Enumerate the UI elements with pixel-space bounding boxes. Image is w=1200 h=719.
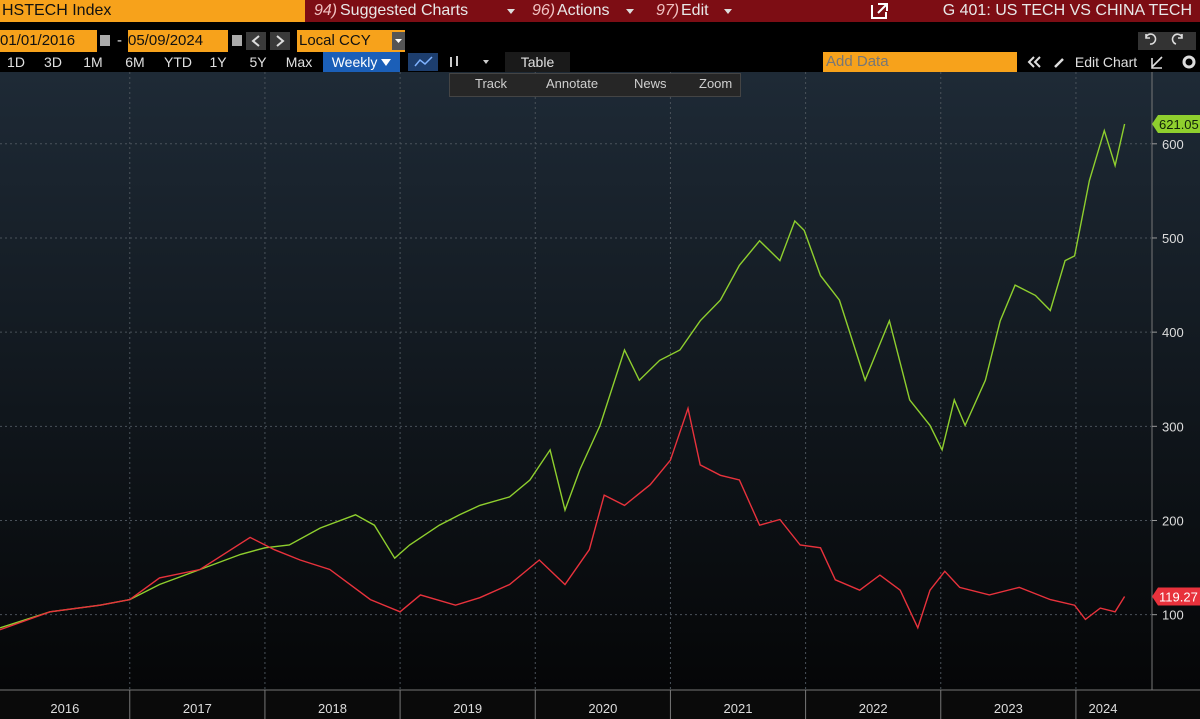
menu-num[interactable]: 94) (314, 2, 338, 19)
y-tick-label: 200 (1162, 513, 1184, 528)
y-tick-label: 500 (1162, 231, 1184, 246)
dropdown-arrow (381, 59, 392, 66)
x-tick-label: 2022 (859, 701, 888, 716)
next-button[interactable] (270, 32, 290, 50)
period-button[interactable]: 5Y (249, 54, 267, 70)
menu-num[interactable]: 97) (656, 2, 680, 19)
bar-chart-button[interactable] (450, 56, 458, 67)
x-tick-label: 2017 (183, 701, 212, 716)
edit-icon[interactable] (1151, 56, 1163, 69)
y-tick-label: 400 (1162, 325, 1184, 340)
frequency-label[interactable]: Weekly (331, 54, 378, 70)
menu-item[interactable]: Suggested Charts (340, 2, 469, 19)
period-button[interactable]: YTD (164, 54, 192, 70)
menu-icons (507, 3, 888, 19)
chart: 100 200 300 400 500 600 2016 2017 2018 2019 2020 20… (0, 72, 1200, 719)
edit-icons (1027, 55, 1196, 69)
x-tick-label: 2019 (453, 701, 482, 716)
collapse-icon[interactable] (1027, 56, 1041, 68)
x-axis-strip (0, 690, 1200, 719)
pencil-icon (1054, 58, 1064, 68)
x-tick-label: 2021 (724, 701, 753, 716)
period-button[interactable]: 1M (83, 54, 103, 70)
last-value-label: 119.27 (1159, 590, 1198, 605)
x-tick-label: 2016 (50, 701, 79, 716)
end-date[interactable]: 05/09/2024 (128, 30, 228, 52)
add-data[interactable]: Add Data (823, 52, 1017, 72)
last-value-tag (1152, 587, 1200, 606)
y-tick-label: 600 (1162, 137, 1184, 152)
menu-item[interactable]: Actions (557, 2, 610, 19)
dropdown-arrow[interactable] (483, 60, 489, 64)
currency[interactable]: Local CCY (297, 30, 405, 52)
period-button[interactable]: Max (285, 54, 313, 70)
menu-item[interactable]: Edit (681, 2, 709, 19)
title-bar: HSTECH Index 94) Suggested Charts 96) Ac… (0, 0, 1200, 22)
y-tick-label: 300 (1162, 419, 1184, 434)
series-line (0, 405, 1126, 631)
tool-button[interactable]: Annotate (546, 76, 599, 91)
period-button[interactable]: 1Y (209, 54, 227, 70)
table-button[interactable]: Table (505, 52, 570, 72)
tool-button[interactable]: Zoom (699, 76, 733, 91)
x-tick-label: 2020 (588, 701, 617, 716)
dropdown-arrow (507, 9, 732, 14)
x-tick-label: 2024 (1089, 701, 1118, 716)
start-date[interactable]: 01/01/2016 (0, 30, 97, 52)
frequency[interactable]: Weekly (323, 52, 400, 72)
period-button[interactable]: 3D (44, 54, 62, 70)
y-tick-label: 100 (1162, 608, 1184, 623)
edit-chart[interactable]: Edit Chart (1074, 54, 1138, 70)
x-tick-label: 2023 (994, 701, 1023, 716)
menu-num[interactable]: 96) (532, 2, 556, 19)
chart-type-icons (408, 53, 489, 71)
date-separator: - (117, 32, 122, 49)
ticker[interactable]: HSTECH Index (0, 0, 305, 22)
prev-button[interactable] (246, 32, 266, 50)
last-value-label: 621.05 (1159, 117, 1199, 132)
calendar-icon[interactable] (232, 35, 242, 46)
last-value-tag (1152, 114, 1200, 133)
settings-icon[interactable] (1182, 55, 1196, 69)
plot-background (0, 72, 1200, 690)
period-button[interactable]: 1D (7, 54, 25, 70)
launch-icon (871, 3, 888, 19)
control-icons (100, 32, 1196, 50)
series-line (0, 123, 1126, 629)
tool-bar (449, 73, 741, 97)
chart-name: G 401: US TECH VS CHINA TECH (942, 2, 1192, 19)
tool-button[interactable]: Track (475, 76, 508, 91)
x-tick-label: 2018 (318, 701, 347, 716)
tool-button[interactable]: News (634, 76, 667, 91)
calendar-icon[interactable] (100, 35, 110, 46)
period-button[interactable]: 6M (125, 54, 145, 70)
